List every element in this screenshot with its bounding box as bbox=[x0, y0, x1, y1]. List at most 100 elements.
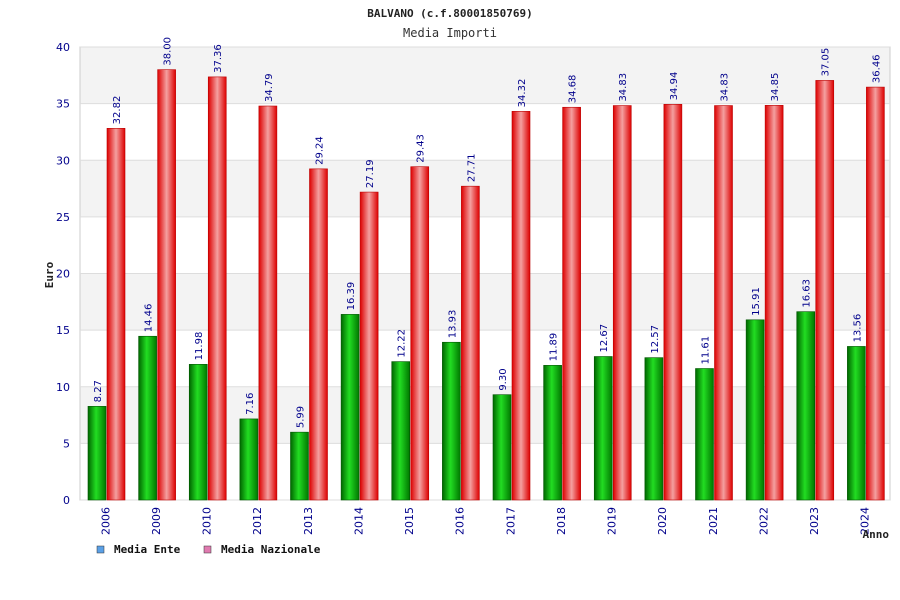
data-label: 11.98 bbox=[194, 332, 205, 361]
bar-media-nazionale bbox=[106, 128, 126, 501]
chart-subtitle: Media Importi bbox=[403, 26, 497, 40]
x-tick-label: 2006 bbox=[99, 507, 112, 535]
data-label: 7.16 bbox=[245, 393, 256, 415]
bar-media-ente bbox=[239, 418, 259, 501]
x-tick-label: 2014 bbox=[352, 507, 365, 535]
y-axis-ticks: 0 5 10 15 20 25 30 35 40 bbox=[56, 41, 70, 507]
x-tick-label: 2016 bbox=[454, 507, 467, 535]
x-tick-label: 2023 bbox=[808, 507, 821, 535]
x-tick-label: 2009 bbox=[150, 507, 163, 535]
bar-media-ente bbox=[543, 365, 562, 501]
data-label: 29.24 bbox=[315, 136, 326, 165]
data-labels: 8.27 14.46 11.98 7.16 5.99 16.39 12.22 13.93 9.3… bbox=[93, 37, 882, 428]
data-label: 36.46 bbox=[871, 54, 882, 83]
data-label: 12.22 bbox=[397, 329, 408, 358]
x-tick-label: 2015 bbox=[403, 507, 416, 535]
bar-media-ente bbox=[593, 356, 613, 501]
bar-media-ente bbox=[695, 368, 714, 501]
data-label: 14.46 bbox=[144, 304, 155, 333]
bar-media-nazionale bbox=[764, 105, 784, 501]
data-label: 34.94 bbox=[669, 72, 680, 101]
data-label: 12.57 bbox=[650, 325, 661, 354]
bar-media-ente bbox=[745, 319, 765, 501]
legend-label-media-ente: Media Ente bbox=[114, 543, 181, 556]
bar-media-ente bbox=[138, 335, 157, 501]
x-tick-label: 2012 bbox=[251, 507, 264, 535]
y-tick-label: 30 bbox=[56, 154, 70, 167]
data-label: 15.91 bbox=[751, 287, 762, 316]
y-tick-label: 10 bbox=[56, 381, 70, 394]
x-tick-label: 2013 bbox=[302, 507, 315, 535]
data-label: 34.79 bbox=[264, 73, 275, 102]
x-tick-label: 2010 bbox=[201, 507, 214, 535]
data-label: 27.19 bbox=[365, 159, 376, 188]
data-label: 38.00 bbox=[163, 37, 174, 66]
x-tick-label: 2021 bbox=[707, 507, 720, 535]
y-tick-label: 15 bbox=[56, 324, 70, 337]
data-label: 37.05 bbox=[821, 48, 832, 77]
chart-title: BALVANO (c.f.80001850769) bbox=[367, 7, 533, 20]
y-axis-label: Euro bbox=[43, 261, 56, 288]
x-tick-label: 2017 bbox=[504, 507, 517, 535]
bar-media-nazionale bbox=[714, 105, 733, 501]
bar-media-nazionale bbox=[359, 191, 379, 501]
data-label: 11.61 bbox=[701, 336, 712, 365]
data-label: 34.83 bbox=[618, 73, 629, 102]
bar-media-nazionale bbox=[157, 69, 176, 501]
data-label: 16.63 bbox=[802, 279, 813, 308]
y-tick-label: 40 bbox=[56, 41, 70, 54]
x-axis-label: Anno bbox=[863, 528, 890, 541]
bar-media-nazionale bbox=[511, 111, 531, 501]
data-label: 11.89 bbox=[549, 333, 560, 362]
bar-media-nazionale bbox=[207, 76, 227, 501]
bar-media-nazionale bbox=[612, 105, 632, 501]
legend-swatch-media-ente bbox=[96, 545, 105, 554]
data-label: 9.30 bbox=[498, 368, 509, 390]
bar-media-nazionale bbox=[461, 185, 480, 501]
x-axis-ticks: 2006 2009 2010 2012 2013 2014 2015 2016 2017 2018… bbox=[99, 507, 871, 535]
x-tick-label: 2018 bbox=[555, 507, 568, 535]
bar-media-nazionale bbox=[815, 80, 835, 501]
data-label: 16.39 bbox=[346, 282, 357, 311]
legend-swatch-media-nazionale bbox=[203, 545, 212, 554]
bar-media-ente bbox=[796, 311, 816, 501]
bar-media-nazionale bbox=[562, 106, 581, 501]
bar-media-ente bbox=[847, 346, 866, 501]
bar-media-ente bbox=[442, 341, 461, 501]
x-tick-label: 2020 bbox=[656, 507, 669, 535]
bar-media-ente bbox=[492, 394, 512, 501]
data-label: 37.36 bbox=[213, 44, 224, 73]
plot-band bbox=[80, 47, 890, 104]
data-label: 13.93 bbox=[447, 310, 458, 339]
data-label: 32.82 bbox=[112, 96, 123, 125]
data-label: 27.71 bbox=[466, 154, 477, 183]
x-tick-label: 2024 bbox=[859, 507, 872, 535]
data-label: 29.43 bbox=[416, 134, 427, 163]
x-tick-label: 2019 bbox=[606, 507, 619, 535]
bar-media-ente bbox=[87, 406, 107, 501]
x-tick-label: 2022 bbox=[757, 507, 770, 535]
bar-media-nazionale bbox=[258, 105, 278, 501]
bar-media-nazionale bbox=[410, 166, 430, 501]
bar-media-ente bbox=[644, 357, 664, 501]
legend-label-media-nazionale: Media Nazionale bbox=[221, 543, 321, 556]
bar-media-ente bbox=[290, 431, 309, 501]
bar-media-ente bbox=[391, 361, 411, 501]
data-label: 13.56 bbox=[852, 314, 863, 343]
data-label: 5.99 bbox=[296, 406, 307, 428]
y-tick-label: 5 bbox=[63, 437, 70, 450]
data-label: 8.27 bbox=[93, 380, 104, 402]
data-label: 34.68 bbox=[568, 75, 579, 104]
y-tick-label: 0 bbox=[63, 494, 70, 507]
bar-media-nazionale bbox=[663, 104, 683, 501]
data-label: 34.85 bbox=[770, 73, 781, 102]
y-tick-label: 35 bbox=[56, 98, 70, 111]
bar-media-nazionale bbox=[866, 86, 885, 501]
data-label: 34.83 bbox=[720, 73, 731, 102]
y-tick-label: 25 bbox=[56, 211, 70, 224]
bar-media-ente bbox=[340, 314, 360, 501]
y-tick-label: 20 bbox=[56, 268, 70, 281]
legend: Media Ente Media Nazionale bbox=[96, 543, 321, 556]
bar-media-nazionale bbox=[309, 168, 328, 501]
